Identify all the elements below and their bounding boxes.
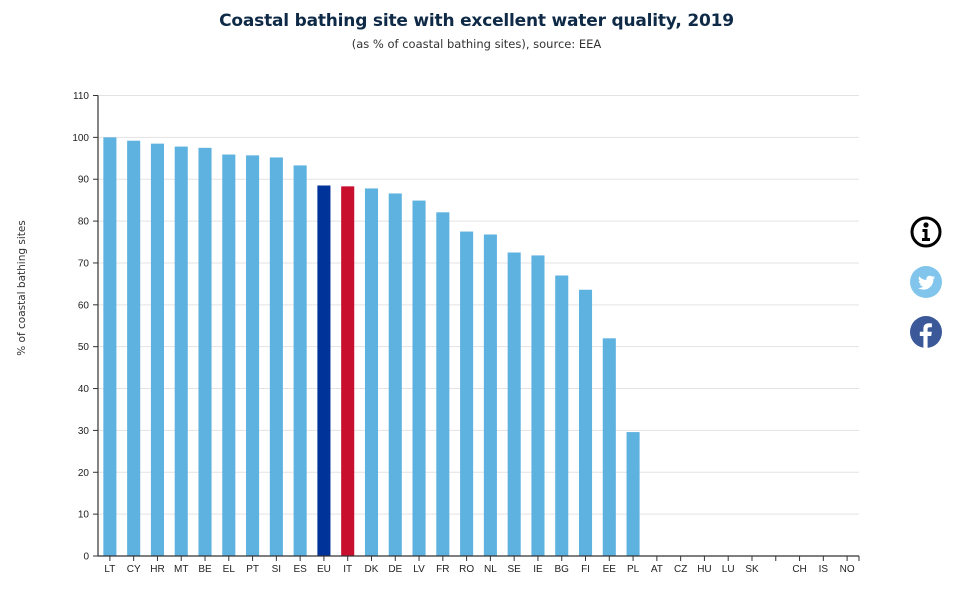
twitter-icon[interactable] <box>910 266 942 298</box>
x-tick-label: IS <box>819 564 829 575</box>
share-icons <box>910 216 944 366</box>
y-tick-label: 100 <box>72 133 89 144</box>
chart-subtitle: (as % of coastal bathing sites), source:… <box>351 37 602 51</box>
chart-title: Coastal bathing site with excellent wate… <box>219 11 734 31</box>
x-tick-label: SK <box>745 564 759 575</box>
bar-el[interactable] <box>222 154 236 557</box>
x-tick-label: IE <box>533 564 543 575</box>
y-tick-label: 90 <box>78 175 90 186</box>
y-tick-label: 110 <box>73 91 89 102</box>
bar-it[interactable] <box>341 186 355 556</box>
x-tick-label: EL <box>223 564 236 575</box>
bar-hr[interactable] <box>150 143 164 556</box>
x-tick-label: BG <box>555 564 570 575</box>
bar-se[interactable] <box>507 252 521 556</box>
bar-fi[interactable] <box>578 289 593 556</box>
x-tick-label: NL <box>484 564 497 575</box>
x-tick-label: IT <box>343 564 352 575</box>
x-tick-label: FR <box>436 564 449 575</box>
bar-pt[interactable] <box>246 155 260 557</box>
y-tick-label: 10 <box>78 510 90 521</box>
x-tick-label: DK <box>365 564 379 575</box>
bar-ro[interactable] <box>460 231 474 556</box>
bar-eu[interactable] <box>317 185 331 556</box>
y-tick-label: 0 <box>83 552 89 563</box>
bar-dk[interactable] <box>364 188 379 557</box>
x-tick-label: EE <box>603 564 617 575</box>
info-icon[interactable] <box>910 216 942 248</box>
x-tick-label: HR <box>150 564 164 575</box>
bar-si[interactable] <box>269 157 283 556</box>
x-tick-label: PT <box>246 564 259 575</box>
bar-bg[interactable] <box>555 275 569 556</box>
y-tick-label: 50 <box>78 342 90 353</box>
y-tick-label: 30 <box>78 426 90 437</box>
bar-mt[interactable] <box>174 146 188 556</box>
x-tick-label: DE <box>388 564 402 575</box>
bar-de[interactable] <box>388 193 402 556</box>
x-tick-label: SI <box>272 564 281 575</box>
x-tick-label: PL <box>627 564 640 575</box>
y-tick-label: 40 <box>78 384 90 395</box>
bar-es[interactable] <box>293 165 307 556</box>
y-tick-label: 80 <box>78 217 90 228</box>
x-tick-label: LT <box>104 564 115 575</box>
y-tick-label: 60 <box>78 300 90 311</box>
x-tick-label: CZ <box>674 564 687 575</box>
bar-ie[interactable] <box>531 255 545 556</box>
y-tick-label: 70 <box>78 258 90 269</box>
x-tick-label: MT <box>174 564 188 575</box>
bar-cy[interactable] <box>127 140 141 557</box>
x-tick-label: HU <box>697 564 711 575</box>
x-tick-label: AT <box>651 564 663 575</box>
x-tick-label: FI <box>581 564 590 575</box>
x-tick-label: SE <box>508 564 522 575</box>
x-tick-label: RO <box>459 564 474 575</box>
x-tick-label: CH <box>792 564 806 575</box>
bars <box>103 137 640 557</box>
bar-be[interactable] <box>198 147 212 557</box>
bar-ee[interactable] <box>602 338 616 556</box>
x-tick-label: ES <box>293 564 307 575</box>
bar-fr[interactable] <box>436 212 450 556</box>
x-axis: LT CY HR MT BE EL PT SI ES EU IT DK DE LV FR RO NL SE IE BG… <box>98 555 860 575</box>
bar-lv[interactable] <box>412 200 426 556</box>
x-tick-label: LV <box>413 564 425 575</box>
bar-nl[interactable] <box>483 234 497 556</box>
bar-lt[interactable] <box>103 137 117 556</box>
x-tick-label: CY <box>127 564 141 575</box>
y-axis: 0 10 20 30 40 50 60 70 80 90 100 110 <box>72 91 99 563</box>
x-tick-label: EU <box>317 564 331 575</box>
gridlines <box>98 95 859 515</box>
bar-pl[interactable] <box>626 432 640 556</box>
x-tick-label: LU <box>722 564 735 575</box>
facebook-icon[interactable] <box>910 316 942 348</box>
x-tick-label: NO <box>840 564 855 575</box>
y-tick-label: 20 <box>78 468 90 479</box>
x-tick-label: BE <box>198 564 212 575</box>
